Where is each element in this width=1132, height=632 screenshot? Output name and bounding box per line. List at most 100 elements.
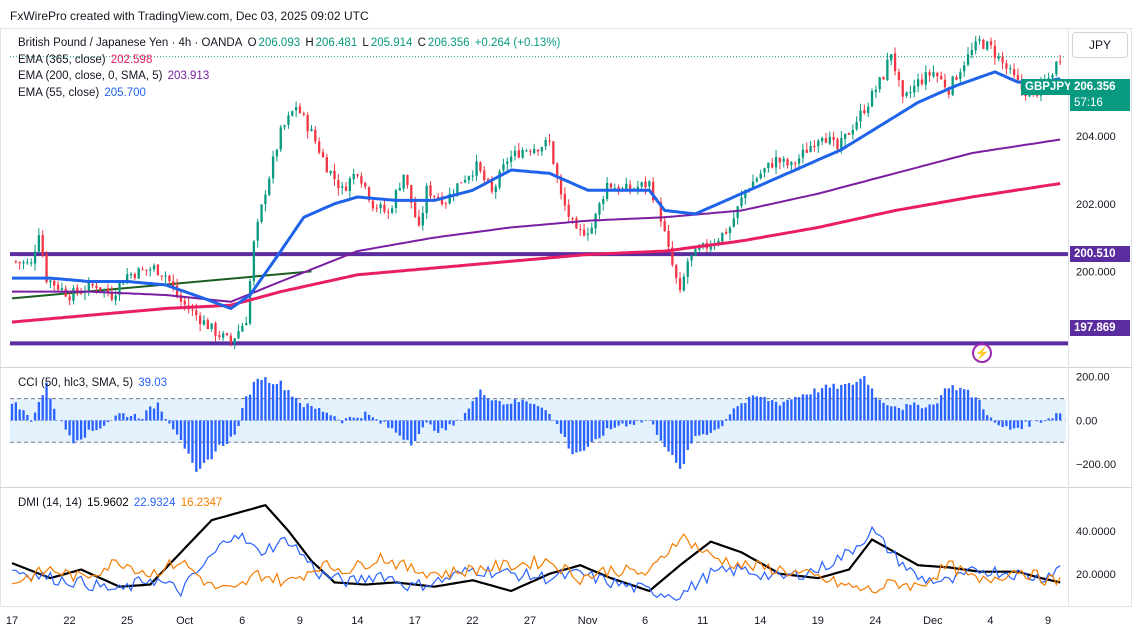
candle-body (609, 183, 613, 188)
low-value: 205.914 (370, 37, 413, 49)
cci-bar (329, 415, 332, 421)
ema55-line (12, 70, 1061, 310)
candle-body (152, 265, 156, 270)
cci-bar (728, 414, 732, 421)
cci-bar (448, 420, 451, 425)
candle-body (325, 157, 328, 173)
cci-bar (1028, 420, 1031, 427)
cci-bar (625, 420, 628, 427)
candle-body (122, 283, 125, 285)
candle-body (663, 221, 666, 231)
candle-body (168, 275, 171, 282)
candle-body (886, 59, 889, 80)
candle-body (832, 136, 835, 140)
chart-frame (0, 28, 1132, 607)
candle-body (525, 150, 528, 152)
cci-bar (421, 420, 424, 428)
candle-body (598, 203, 601, 215)
candle-body (659, 202, 663, 222)
cci-bar (133, 413, 137, 421)
cci-bar (694, 420, 697, 436)
ema55-legend: EMA (55, close) 205.700 (18, 87, 148, 99)
candle-body (1055, 61, 1058, 75)
cci-bar (479, 389, 482, 421)
candle-body (920, 79, 924, 84)
upper-line-tag: 200.510 (1070, 246, 1130, 262)
candle-body (724, 231, 728, 234)
cci-bar (801, 394, 805, 421)
candle-body (736, 206, 739, 219)
ema365-label: EMA (365, close) (18, 54, 106, 66)
candle-body (778, 157, 782, 163)
candle-body (283, 125, 286, 128)
candle-body (567, 204, 570, 217)
candle-body (548, 140, 551, 142)
cci-bar (321, 411, 325, 421)
cci-bar (102, 420, 106, 426)
cci-bar (786, 399, 789, 421)
candle-body (1059, 61, 1062, 63)
cci-bar (755, 396, 759, 421)
candle-body (901, 80, 904, 97)
cci-bar (932, 404, 935, 421)
cci-bar (701, 420, 705, 435)
x-tick-label: 14 (754, 615, 766, 627)
dmi-plus-di-line (11, 525, 1061, 601)
cci-bar (686, 420, 689, 451)
cci-bar (671, 420, 674, 455)
cci-bar (778, 405, 782, 421)
close-value: 206.356 (427, 37, 470, 49)
candle-body (905, 92, 908, 97)
candle-body (129, 273, 133, 276)
cci-bar (951, 385, 954, 421)
candle-body (513, 150, 517, 157)
cci-bar (398, 420, 401, 436)
ema200-label: EMA (200, close, 0, SMA, 5) (18, 70, 163, 82)
cci-bar (379, 420, 382, 424)
cci-bar (1043, 420, 1046, 422)
cci-bar (114, 415, 117, 421)
candle-body (329, 171, 332, 174)
cci-bar (540, 407, 543, 421)
alert-icon[interactable]: ⚡ (972, 343, 992, 363)
cci-bar (928, 404, 931, 421)
cci-bar (993, 420, 997, 423)
candle-body (102, 288, 106, 291)
cci-bar (456, 419, 459, 421)
cci-bar (95, 420, 98, 431)
cci-bar (356, 417, 359, 421)
cci-bar (874, 397, 878, 421)
candle-body (64, 288, 67, 297)
cci-bar (60, 420, 64, 422)
candle-body (298, 106, 302, 114)
cci-bar (83, 420, 87, 438)
candle-body (978, 39, 981, 41)
cci-legend: CCI (50, hlc3, SMA, 5) 39.03 (18, 377, 169, 389)
candle-body (333, 170, 336, 180)
currency-button[interactable]: JPY (1072, 32, 1128, 58)
ema200-value: 203.913 (167, 70, 210, 82)
candle-body (463, 179, 467, 183)
cci-bar (302, 407, 305, 421)
cci-bar (314, 408, 317, 421)
candle-body (252, 241, 256, 282)
candle-body (53, 280, 56, 286)
cci-bar (198, 420, 202, 469)
candle-body (993, 45, 997, 58)
cci-bar (222, 420, 225, 446)
cci-bar (483, 395, 486, 421)
candle-body (191, 309, 194, 311)
candle-body (939, 75, 943, 80)
cci-bar (429, 420, 432, 425)
cci-bar (41, 395, 44, 421)
cci-bar (402, 420, 405, 440)
cci-bar (794, 396, 797, 421)
cci-bar (678, 420, 682, 469)
cci-bar (168, 420, 171, 424)
candle-body (813, 145, 816, 148)
cci-bar (1059, 413, 1062, 421)
low-label: L (362, 37, 369, 49)
candle-body (767, 162, 770, 169)
cci-bar (721, 420, 724, 427)
